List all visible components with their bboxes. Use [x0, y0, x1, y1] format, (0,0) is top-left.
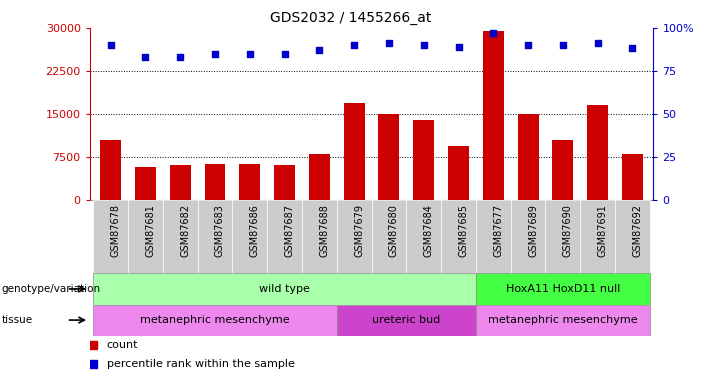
Text: GSM87686: GSM87686 — [250, 204, 260, 257]
Bar — [100, 140, 121, 200]
Bar — [372, 200, 407, 273]
Point — [627, 45, 638, 51]
Text: metanephric mesenchyme: metanephric mesenchyme — [488, 315, 638, 325]
Bar — [232, 200, 267, 273]
Bar — [552, 140, 573, 200]
Point — [488, 30, 499, 36]
Bar — [128, 200, 163, 273]
Text: count: count — [107, 340, 138, 350]
Text: percentile rank within the sample: percentile rank within the sample — [107, 359, 294, 369]
Bar — [170, 165, 191, 200]
Text: GSM87682: GSM87682 — [180, 204, 190, 257]
Point — [592, 40, 604, 46]
Bar — [476, 273, 650, 304]
Bar — [93, 200, 128, 273]
Text: tissue: tissue — [1, 315, 32, 325]
Point — [210, 51, 221, 57]
Bar — [448, 146, 469, 200]
Text: GSM87683: GSM87683 — [215, 204, 225, 257]
Bar — [336, 304, 476, 336]
Bar — [441, 200, 476, 273]
Bar — [517, 114, 538, 200]
Bar — [476, 304, 650, 336]
Text: ureteric bud: ureteric bud — [372, 315, 440, 325]
Bar — [336, 200, 372, 273]
Bar — [302, 200, 336, 273]
Text: GSM87685: GSM87685 — [458, 204, 468, 257]
Point — [314, 47, 325, 53]
Point — [175, 54, 186, 60]
Bar — [414, 120, 434, 200]
Point — [348, 42, 360, 48]
Point — [244, 51, 255, 57]
Bar — [274, 165, 295, 200]
Text: genotype/variation: genotype/variation — [1, 284, 100, 294]
Text: GSM87679: GSM87679 — [354, 204, 364, 257]
Bar — [309, 154, 329, 200]
Bar — [511, 200, 545, 273]
Text: GSM87688: GSM87688 — [320, 204, 329, 257]
Point — [557, 42, 569, 48]
Bar — [93, 273, 476, 304]
Point — [105, 42, 116, 48]
Text: GSM87677: GSM87677 — [494, 204, 503, 257]
Point — [418, 42, 429, 48]
Text: GSM87692: GSM87692 — [632, 204, 642, 257]
Point — [279, 51, 290, 57]
Text: GSM87690: GSM87690 — [563, 204, 573, 257]
Bar — [483, 31, 504, 200]
Text: metanephric mesenchyme: metanephric mesenchyme — [140, 315, 290, 325]
Bar — [622, 154, 643, 200]
Bar — [587, 105, 608, 200]
Bar — [407, 200, 441, 273]
Bar — [545, 200, 580, 273]
Point — [139, 54, 151, 60]
Point — [383, 40, 395, 46]
Bar — [163, 200, 198, 273]
Bar — [239, 164, 260, 200]
Point — [522, 42, 533, 48]
Text: HoxA11 HoxD11 null: HoxA11 HoxD11 null — [505, 284, 620, 294]
Bar — [379, 114, 400, 200]
Text: GSM87689: GSM87689 — [528, 204, 538, 257]
Bar — [267, 200, 302, 273]
Text: wild type: wild type — [259, 284, 310, 294]
Bar — [93, 304, 336, 336]
Bar — [343, 102, 365, 200]
Point — [453, 44, 464, 50]
Text: GSM87681: GSM87681 — [145, 204, 156, 257]
Text: GSM87684: GSM87684 — [423, 204, 434, 257]
Text: GDS2032 / 1455266_at: GDS2032 / 1455266_at — [270, 11, 431, 25]
Bar — [205, 164, 226, 200]
Text: GSM87678: GSM87678 — [111, 204, 121, 257]
Bar — [135, 167, 156, 200]
Bar — [615, 200, 650, 273]
Bar — [580, 200, 615, 273]
Text: GSM87687: GSM87687 — [285, 204, 294, 257]
Text: GSM87691: GSM87691 — [598, 204, 608, 257]
Text: GSM87680: GSM87680 — [389, 204, 399, 257]
Bar — [198, 200, 232, 273]
Bar — [476, 200, 511, 273]
